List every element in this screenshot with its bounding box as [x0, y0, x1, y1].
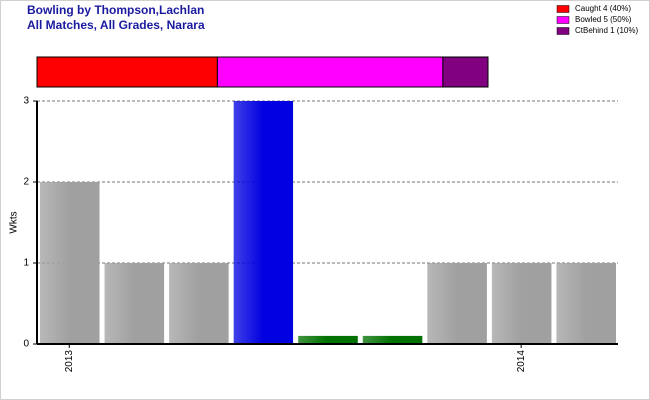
y-axis-label: Wkts: [9, 211, 20, 233]
legend-label: Caught 4 (40%): [575, 4, 631, 13]
summary-segment: [442, 56, 489, 88]
summary-segment: [36, 56, 218, 88]
bar: [233, 101, 294, 344]
chart-subtitle: All Matches, All Grades, Narara: [27, 18, 205, 32]
bar: [427, 263, 487, 344]
legend-label: Bowled 5 (50%): [575, 15, 632, 24]
legend-label: CtBehind 1 (10%): [575, 26, 638, 35]
x-tick-label: 2013: [64, 350, 75, 373]
summary-segment: [216, 56, 444, 88]
chart-title: Bowling by Thompson,Lachlan: [27, 3, 204, 17]
bar: [104, 263, 165, 344]
legend-swatch: [556, 27, 570, 35]
bar: [362, 335, 423, 344]
bar: [169, 263, 229, 344]
y-tick-label: 0: [23, 339, 29, 350]
bar: [491, 263, 552, 344]
y-tick-label: 1: [23, 258, 29, 269]
y-tick-label: 2: [23, 177, 29, 188]
x-tick-label: 2014: [516, 350, 527, 373]
legend-swatch: [556, 5, 570, 13]
bar: [556, 263, 616, 344]
bar: [40, 182, 100, 344]
y-tick-label: 3: [23, 96, 29, 107]
bar: [298, 335, 358, 344]
legend-swatch: [556, 16, 570, 24]
